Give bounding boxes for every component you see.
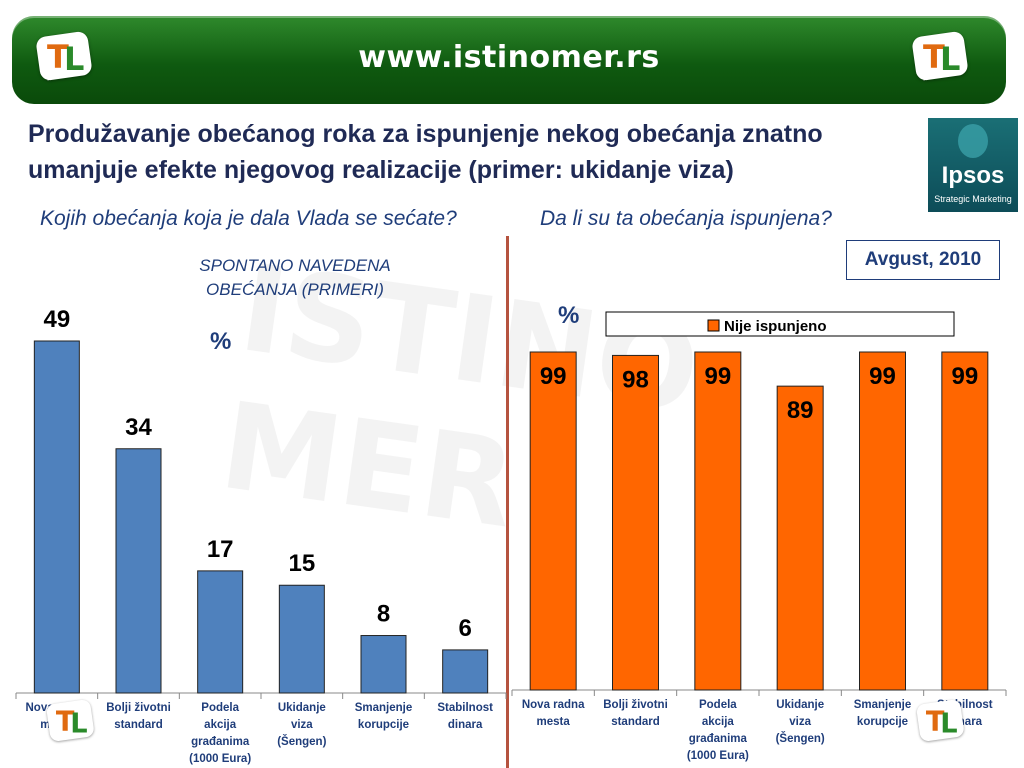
right-data-label: 99 [951, 363, 978, 390]
right-tick-label: Smanjenje korupcije [854, 699, 912, 728]
left-tick-label: Smanjenje korupcije [355, 702, 413, 731]
left-bar [360, 635, 407, 694]
right-tick-label: Nova radna mesta [522, 699, 585, 728]
right-data-label: 99 [869, 363, 896, 390]
right-question: Da li su ta obećanja ispunjena? [540, 207, 832, 230]
left-data-label: 6 [458, 615, 471, 642]
right-tick-label: Podela akcija građanima (1000 Eura) [687, 699, 749, 762]
left-tick-label: Ukidanje viza (Šengen) [277, 702, 326, 748]
left-data-label: 49 [43, 306, 70, 333]
left-unit: % [210, 328, 232, 355]
right-data-label: 99 [540, 363, 567, 390]
left-bar [33, 340, 80, 694]
right-bar [529, 351, 577, 691]
right-tick-label: Bolji životni standard [603, 699, 668, 728]
left-bar [278, 584, 325, 694]
right-unit: % [558, 302, 580, 329]
right-data-label: 89 [787, 397, 814, 424]
left-data-label: 34 [125, 414, 152, 441]
page-title: Produžavanje obećanog roka za ispunjenje… [28, 120, 823, 184]
date-badge: Avgust, 2010 [846, 240, 1000, 280]
right-bar [612, 354, 659, 691]
right-data-label: 99 [704, 363, 731, 390]
right-bar [776, 385, 824, 691]
left-bar [442, 649, 489, 694]
panel-divider [506, 236, 509, 768]
right-bar [941, 351, 989, 691]
left-tick-label: Stabilnost dinara [437, 702, 493, 731]
right-tick-label: Ukidanje viza (Šengen) [776, 699, 825, 745]
left-question: Kojih obećanja koja je dala Vlada se seć… [40, 207, 457, 230]
right-bar [859, 351, 906, 691]
head-silhouette-icon [958, 124, 988, 158]
left-data-label: 15 [288, 550, 315, 577]
left-data-label: 8 [377, 601, 390, 628]
right-legend-swatch [707, 319, 720, 332]
left-tick-label: Podela akcija građanima (1000 Eura) [189, 702, 251, 765]
left-note: SPONTANO NAVEDENA OBEĆANJA (PRIMERI) [199, 256, 391, 299]
left-bar [197, 570, 244, 694]
ipsos-logo: Ipsos Strategic Marketing [928, 118, 1018, 212]
site-url[interactable]: www.istinomer.rs [358, 40, 660, 75]
left-tick-label: Bolji životni standard [106, 702, 171, 731]
left-bar [115, 448, 162, 694]
right-data-label: 98 [622, 366, 649, 393]
left-data-label: 17 [207, 536, 234, 563]
right-legend [605, 311, 955, 337]
right-bar [694, 351, 742, 691]
right-legend-label: Nije ispunjeno [724, 318, 827, 335]
